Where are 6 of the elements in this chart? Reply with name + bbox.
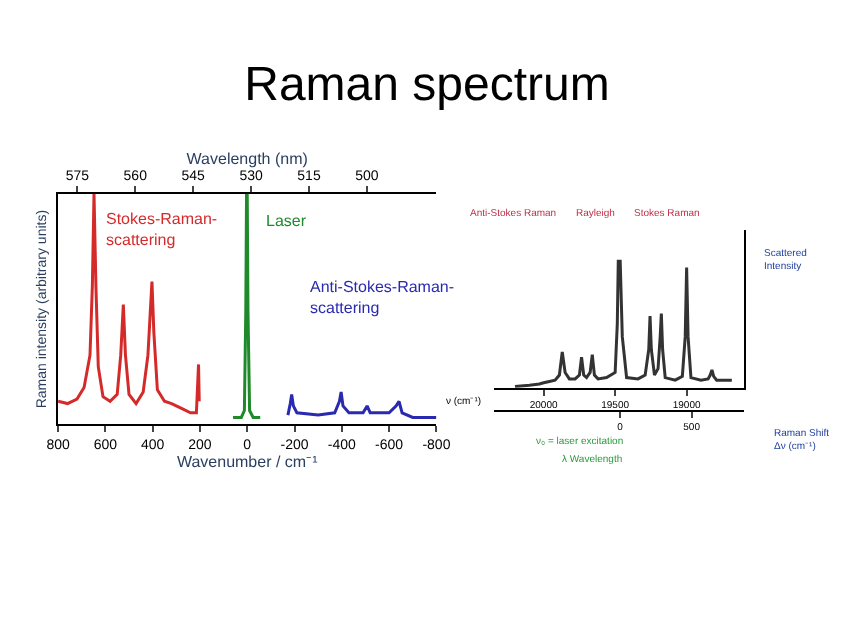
x-axis-title: Wavenumber / cm⁻¹: [176, 453, 319, 472]
series-label: Stokes-Raman-scattering: [106, 210, 218, 249]
text: Anti-Stokes-Raman-scattering: [310, 278, 455, 317]
chart-title: Raman spectrum: [244, 58, 610, 112]
x2-axis-title: Wavelength (nm): [186, 149, 309, 168]
series-label: Laser: [266, 212, 307, 230]
